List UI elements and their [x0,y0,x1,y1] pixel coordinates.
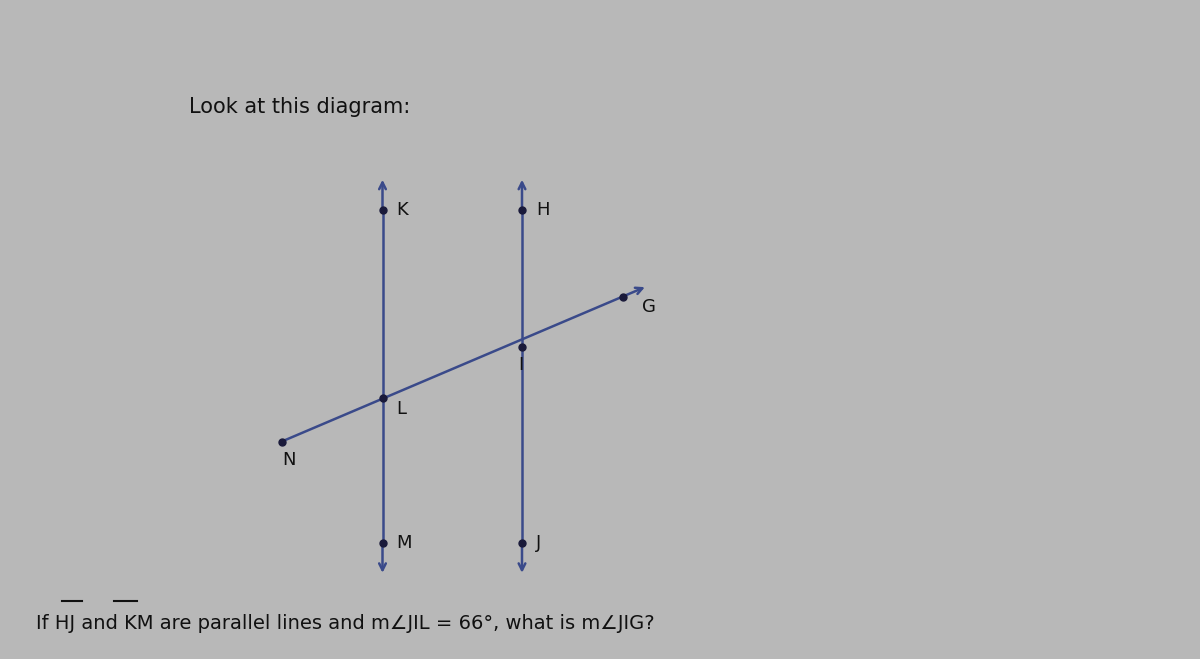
Text: Look at this diagram:: Look at this diagram: [188,98,410,117]
Text: M: M [396,534,412,552]
Text: G: G [642,299,656,316]
Text: H: H [536,200,550,219]
Text: K: K [396,200,408,219]
Text: L: L [396,400,407,418]
Text: J: J [536,534,541,552]
Text: If HJ and KM are parallel lines and m∠JIL = 66°, what is m∠JIG?: If HJ and KM are parallel lines and m∠JI… [36,614,655,633]
Text: I: I [518,357,523,374]
Text: N: N [282,451,295,469]
